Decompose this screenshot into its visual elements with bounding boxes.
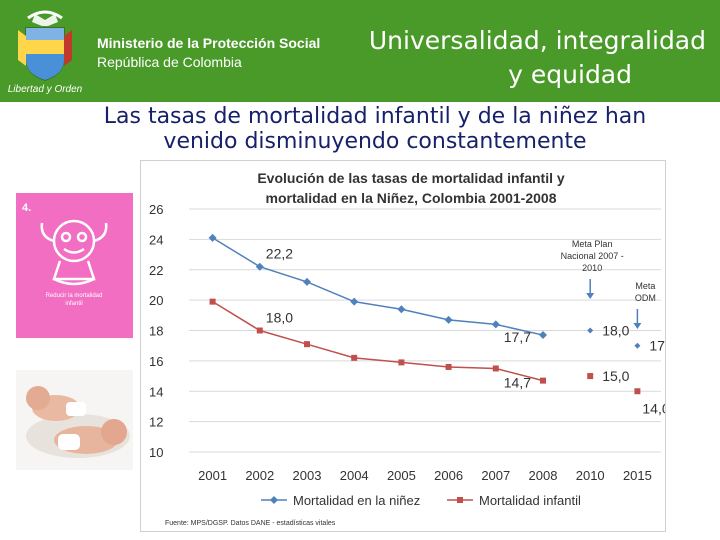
- target-point: [634, 388, 641, 395]
- y-tick-label: 14: [149, 384, 163, 399]
- data-label: 22,2: [266, 246, 293, 262]
- data-point-infantil: [492, 365, 499, 372]
- data-point-ninez: [208, 233, 217, 242]
- poster-caption-line-2: infantil: [65, 301, 82, 307]
- data-label: 17,0: [649, 338, 665, 354]
- target-point: [587, 327, 594, 334]
- series-line-1: [212, 301, 544, 382]
- coat-of-arms-icon: Libertad y Orden: [8, 10, 82, 95]
- mortality-line-chart: Evolución de las tasas de mortalidad inf…: [149, 170, 677, 527]
- y-tick-label: 26: [149, 202, 163, 217]
- data-point-infantil: [304, 341, 310, 348]
- slogan-line-2: y equidad: [508, 60, 632, 89]
- annotation-text: Meta: [635, 281, 655, 291]
- slide-title-line-2: venido disminuyendo constantemente: [163, 129, 587, 154]
- x-tick-label: 2001: [198, 468, 227, 483]
- data-label: 14,7: [504, 375, 531, 391]
- target-point: [587, 373, 594, 380]
- pre-columbian-figure-icon: [40, 219, 108, 286]
- chart-source: Fuente: MPS/DGSP. Datos DANE - estadísti…: [165, 520, 336, 527]
- target-point: [634, 342, 641, 349]
- annotation-text: ODM: [635, 293, 656, 303]
- x-tick-label: 2010: [576, 468, 605, 483]
- annotation-text: 2010: [582, 263, 602, 273]
- seal-caption: Libertad y Orden: [8, 84, 82, 95]
- sleeping-babies-image: [16, 370, 133, 470]
- x-tick-label: 2002: [245, 468, 274, 483]
- data-point-infantil: [540, 377, 546, 384]
- slide-title-line-1: Las tasas de mortalidad infantil y de la…: [103, 104, 647, 129]
- data-point-ninez: [539, 331, 547, 340]
- poster-caption-line-1: Reducir la mortalidad: [46, 293, 103, 299]
- data-point-ninez: [491, 320, 500, 329]
- data-label: 14,0: [642, 400, 665, 416]
- data-label: 18,0: [266, 310, 293, 326]
- data-point-ninez: [444, 315, 453, 324]
- x-tick-label: 2007: [481, 468, 510, 483]
- legend-marker: [457, 497, 463, 503]
- data-label: 18,0: [602, 323, 629, 339]
- chart-title-line-2: mortalidad en la Niñez, Colombia 2001-20…: [266, 190, 557, 206]
- data-point-ninez: [397, 305, 406, 314]
- mdg-poster: 4. Reducir la mortalidad infantil: [16, 193, 133, 338]
- annotation-arrow-head: [586, 293, 595, 299]
- header-bar: Libertad y Orden Ministerio de la Protec…: [0, 0, 720, 102]
- x-tick-label: 2008: [529, 468, 558, 483]
- y-tick-label: 10: [149, 445, 163, 460]
- annotation-text: Meta Plan: [572, 239, 613, 249]
- chart-panel: Evolución de las tasas de mortalidad inf…: [140, 160, 677, 532]
- data-point-infantil: [256, 327, 263, 334]
- legend-label: Mortalidad infantil: [479, 493, 581, 508]
- ministry-name: Ministerio de la Protección Social: [97, 35, 321, 51]
- data-point-infantil: [351, 354, 358, 361]
- y-tick-label: 22: [149, 263, 163, 278]
- mdg-poster-art: 4. Reducir la mortalidad infantil: [16, 193, 133, 338]
- series-line-0: [212, 237, 544, 336]
- data-point-infantil: [445, 363, 452, 370]
- data-point-infantil: [398, 359, 405, 366]
- annotation-text: Nacional 2007 -: [561, 251, 624, 261]
- x-tick-label: 2004: [340, 468, 369, 483]
- y-tick-label: 20: [149, 293, 163, 308]
- data-label: 15,0: [602, 368, 629, 384]
- babies-photo: [16, 370, 133, 470]
- legend-label: Mortalidad en la niñez: [293, 493, 420, 508]
- data-point-ninez: [303, 277, 311, 286]
- legend-marker: [270, 496, 278, 504]
- x-tick-label: 2006: [434, 468, 463, 483]
- y-tick-label: 12: [149, 415, 163, 430]
- x-tick-label: 2003: [293, 468, 322, 483]
- y-tick-label: 18: [149, 324, 163, 339]
- data-label: 17,7: [504, 329, 531, 345]
- y-tick-label: 24: [149, 232, 163, 247]
- annotation-arrow-head: [633, 323, 642, 329]
- x-tick-label: 2005: [387, 468, 416, 483]
- y-tick-label: 16: [149, 354, 163, 369]
- data-point-ninez: [350, 297, 359, 306]
- x-tick-label: 2015: [623, 468, 652, 483]
- slogan-line-1: Universalidad, integralidad: [368, 26, 706, 55]
- republic-name: República de Colombia: [97, 54, 242, 70]
- poster-number: 4.: [22, 202, 31, 214]
- chart-title-line-1: Evolución de las tasas de mortalidad inf…: [257, 170, 565, 186]
- data-point-infantil: [209, 298, 216, 305]
